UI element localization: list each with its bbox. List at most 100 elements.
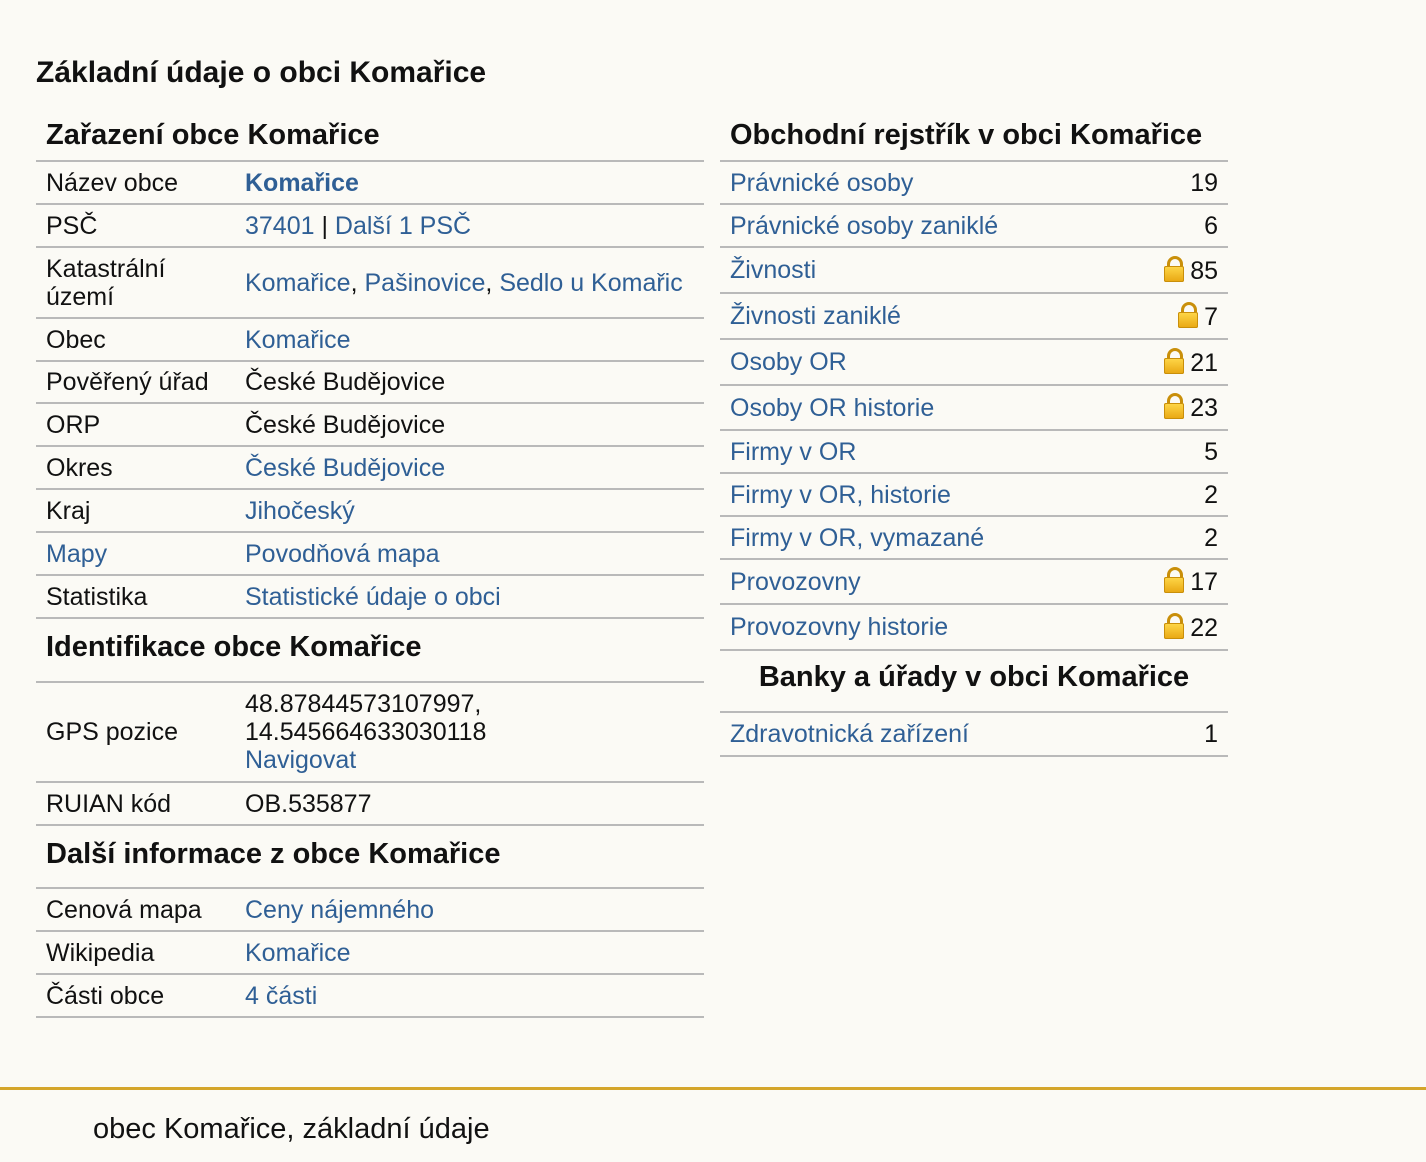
divider <box>36 887 704 889</box>
divider <box>720 711 1228 713</box>
identifikace-title: Identifikace obce Komařice <box>46 631 422 663</box>
footer-divider <box>0 1087 1426 1090</box>
table-row: Živnosti zaniklé 7 <box>720 293 1228 340</box>
divider <box>36 681 704 683</box>
table-row: Právnické osoby zaniklé 6 <box>720 204 1228 248</box>
divider <box>720 160 1228 162</box>
obec-link[interactable]: Komařice <box>245 325 351 354</box>
statistika-label: Statistika <box>36 575 235 619</box>
nazev-link[interactable]: Komařice <box>245 168 359 197</box>
ruian-label: RUIAN kód <box>36 782 235 826</box>
psc-value: 37401 | Další 1 PSČ <box>235 204 704 248</box>
cenova-mapa-label: Cenová mapa <box>36 889 235 932</box>
gps-longitude: 14.545664633030118 <box>245 718 487 746</box>
right-column: Obchodní rejstřík v obci Komařice Právni… <box>720 110 1228 757</box>
table-row: Wikipedia Komařice <box>36 931 704 975</box>
footer-text: obec Komařice, základní údaje <box>93 1113 490 1145</box>
statistika-link[interactable]: Statistické údaje o obci <box>245 582 501 611</box>
gps-label: GPS pozice <box>36 683 235 783</box>
table-row: Obec Komařice <box>36 318 704 362</box>
lock-icon[interactable] <box>1164 612 1185 639</box>
register-link[interactable]: Živnosti zaniklé <box>730 302 901 330</box>
count-value: 5 <box>1204 437 1218 466</box>
register-link[interactable]: Osoby OR historie <box>730 393 935 422</box>
katastr-link-2[interactable]: Pašinovice <box>364 268 486 297</box>
navigovat-link[interactable]: Navigovat <box>245 746 357 774</box>
dalsi-title: Další informace z obce Komařice <box>46 838 501 870</box>
table-row: Právnické osoby 19 <box>720 162 1228 205</box>
page-title: Základní údaje o obci Komařice <box>36 56 487 89</box>
obchodni-title: Obchodní rejstřík v obci Komařice <box>730 119 1203 151</box>
gps-latitude: 48.87844573107997, <box>245 690 482 718</box>
banky-table: Zdravotnická zařízení 1 <box>720 713 1228 757</box>
ceny-najemneho-link[interactable]: Ceny nájemného <box>245 895 435 924</box>
table-row: Katastrální území Komařice, Pašinovice, … <box>36 247 704 319</box>
table-row: Statistika Statistické údaje o obci <box>36 575 704 619</box>
povereny-value: České Budějovice <box>235 361 704 404</box>
okres-label: Okres <box>36 446 235 490</box>
table-row: Živnosti 85 <box>720 247 1228 294</box>
wikipedia-label: Wikipedia <box>36 931 235 975</box>
register-link[interactable]: Provozovny historie <box>730 613 949 641</box>
table-row: Mapy Povodňová mapa <box>36 532 704 576</box>
register-link[interactable]: Právnické osoby zaniklé <box>730 211 999 240</box>
povodnova-mapa-link[interactable]: Povodňová mapa <box>245 539 440 568</box>
count-value: 21 <box>1190 348 1218 377</box>
kraj-label: Kraj <box>36 489 235 533</box>
katastr-separator: , <box>485 268 500 297</box>
register-link[interactable]: Firmy v OR <box>730 437 857 466</box>
register-link[interactable]: Firmy v OR, vymazané <box>730 523 985 552</box>
psc-separator: | <box>314 211 335 240</box>
count-value: 19 <box>1190 168 1218 197</box>
left-column: Zařazení obce Komařice Název obce Komaři… <box>36 110 704 1018</box>
lock-icon[interactable] <box>1164 393 1185 419</box>
table-row: Kraj Jihočeský <box>36 489 704 533</box>
nazev-label: Název obce <box>36 162 235 205</box>
kraj-link[interactable]: Jihočeský <box>245 496 355 525</box>
katastr-link-1[interactable]: Komařice <box>245 268 351 297</box>
katastr-value: Komařice, Pašinovice, Sedlo u Komařic <box>235 247 704 319</box>
register-link[interactable]: Živnosti <box>730 256 817 284</box>
psc-more-link[interactable]: Další 1 PSČ <box>334 211 472 240</box>
register-link[interactable]: Osoby OR <box>730 348 847 376</box>
register-link[interactable]: Právnické osoby <box>730 168 914 197</box>
wikipedia-link[interactable]: Komařice <box>245 938 351 967</box>
lock-icon[interactable] <box>1164 255 1185 282</box>
lock-icon[interactable] <box>1164 347 1185 374</box>
orp-value: České Budějovice <box>235 403 704 447</box>
table-row: Části obce 4 části <box>36 974 704 1018</box>
table-row: Pověřený úřad České Budějovice <box>36 361 704 404</box>
ruian-value: OB.535877 <box>235 782 704 826</box>
count-value: 7 <box>1204 302 1218 331</box>
table-row: Firmy v OR, historie 2 <box>720 473 1228 517</box>
count-value: 22 <box>1190 613 1218 642</box>
table-row: Osoby OR historie 23 <box>720 385 1228 431</box>
register-link[interactable]: Firmy v OR, historie <box>730 480 951 509</box>
count-value: 23 <box>1190 394 1218 422</box>
register-link[interactable]: Provozovny <box>730 567 861 596</box>
identifikace-table: GPS pozice 48.87844573107997, 14.5456646… <box>36 683 704 826</box>
register-link[interactable]: Zdravotnická zařízení <box>730 720 969 748</box>
katastr-link-3[interactable]: Sedlo u Komařic <box>499 268 683 297</box>
divider <box>36 160 704 162</box>
table-row: Provozovny 17 <box>720 559 1228 605</box>
lock-icon[interactable] <box>1164 567 1185 593</box>
banky-title: Banky a úřady v obci Komařice <box>758 661 1190 693</box>
table-row: Firmy v OR 5 <box>720 430 1228 474</box>
okres-link[interactable]: České Budějovice <box>245 453 446 482</box>
count-value: 1 <box>1204 720 1218 748</box>
mapy-link[interactable]: Mapy <box>46 539 108 568</box>
lock-icon[interactable] <box>1178 301 1199 328</box>
table-row: Firmy v OR, vymazané 2 <box>720 516 1228 560</box>
table-row: RUIAN kód OB.535877 <box>36 782 704 826</box>
zarazeni-table: Název obce Komařice PSČ 37401 | Další 1 … <box>36 162 704 619</box>
obec-label: Obec <box>36 318 235 362</box>
povereny-label: Pověřený úřad <box>36 361 235 404</box>
psc-link[interactable]: 37401 <box>245 211 315 240</box>
table-row: ORP České Budějovice <box>36 403 704 447</box>
casti-obce-link[interactable]: 4 části <box>245 981 318 1010</box>
psc-label: PSČ <box>36 204 235 248</box>
table-row: Zdravotnická zařízení 1 <box>720 713 1228 757</box>
zarazeni-title: Zařazení obce Komařice <box>46 119 380 151</box>
dalsi-table: Cenová mapa Ceny nájemného Wikipedia Kom… <box>36 889 704 1018</box>
